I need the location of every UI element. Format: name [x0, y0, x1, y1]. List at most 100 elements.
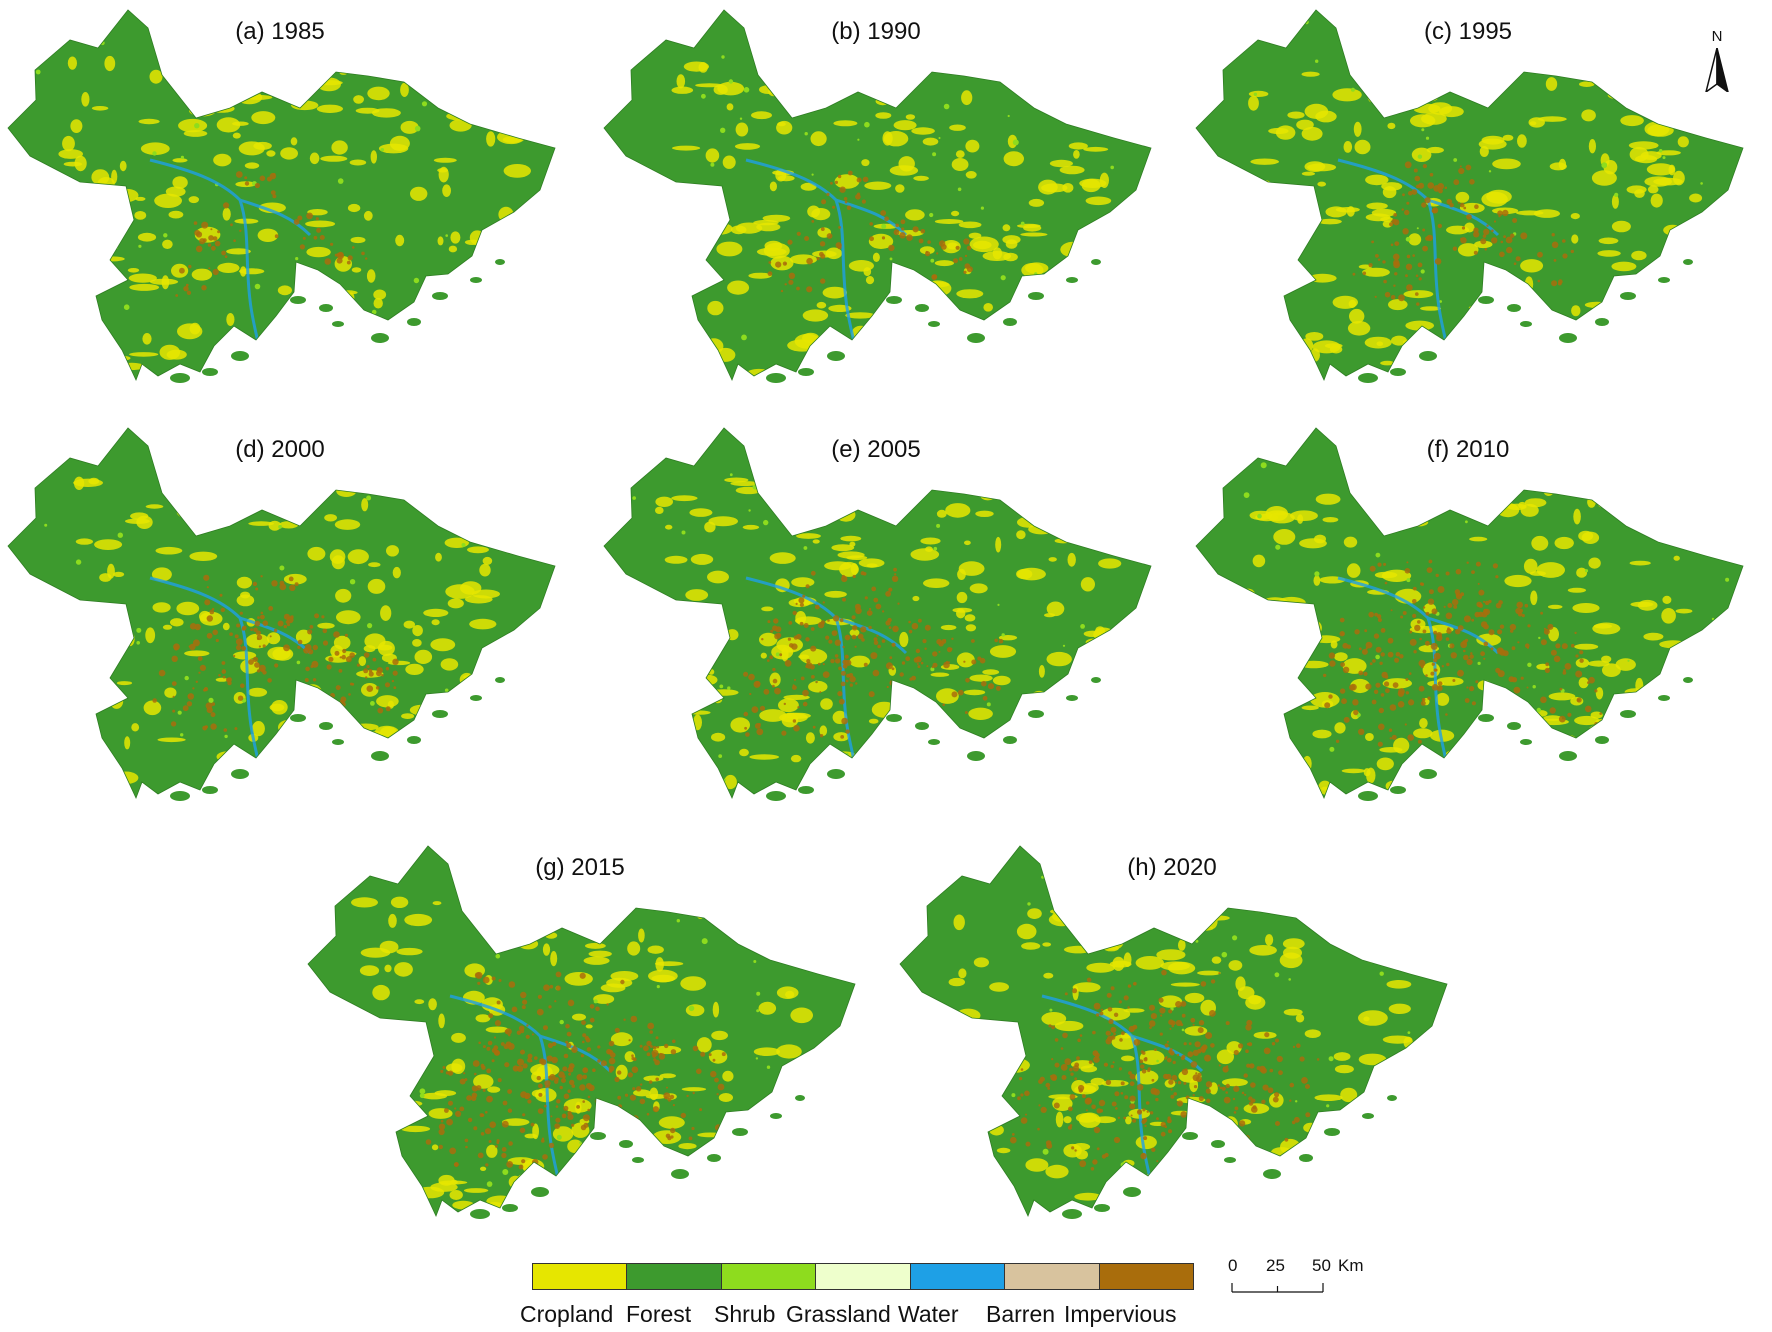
cropland-patch: [508, 1175, 522, 1189]
impervious-patch: [214, 240, 221, 247]
impervious-patch: [1433, 652, 1441, 660]
impervious-patch: [646, 1112, 650, 1116]
shrub-patch: [737, 1116, 741, 1120]
impervious-patch: [1579, 650, 1584, 655]
impervious-patch: [1480, 621, 1488, 628]
shrub-patch: [1548, 477, 1554, 483]
impervious-patch: [1160, 1014, 1163, 1017]
impervious-patch: [1362, 271, 1367, 276]
cropland-patch: [240, 591, 251, 599]
cropland-patch: [473, 114, 500, 123]
impervious-patch: [1512, 218, 1518, 223]
cropland-patch: [583, 956, 610, 965]
cropland-patch: [1659, 640, 1687, 649]
impervious-patch: [266, 176, 272, 182]
cropland-patch: [152, 602, 171, 613]
cropland-patch: [143, 700, 162, 716]
cropland-patch: [1027, 908, 1042, 919]
impervious-patch: [793, 635, 798, 640]
impervious-patch: [639, 1098, 646, 1105]
shrub-patch: [830, 480, 834, 484]
impervious-patch: [271, 580, 278, 587]
shrub-patch: [18, 228, 23, 233]
impervious-patch: [842, 663, 848, 669]
cropland-patch: [1224, 1182, 1241, 1188]
cropland-patch: [996, 1147, 1011, 1154]
cropland-patch: [995, 748, 1016, 755]
impervious-patch: [884, 216, 889, 222]
impervious-patch: [716, 1093, 719, 1096]
cropland-patch: [396, 947, 423, 956]
impervious-patch: [548, 1142, 555, 1149]
cropland-patch: [1573, 479, 1604, 485]
impervious-patch: [526, 1024, 529, 1027]
impervious-patch: [1245, 1024, 1252, 1031]
cropland-patch: [1046, 601, 1065, 617]
impervious-patch: [1500, 240, 1504, 244]
impervious-patch: [1452, 246, 1458, 251]
impervious-patch: [248, 659, 254, 665]
shrub-patch: [1275, 544, 1281, 550]
impervious-patch: [1239, 1134, 1246, 1141]
cropland-patch: [1690, 104, 1721, 113]
cropland-patch: [1547, 604, 1563, 609]
cropland-patch: [271, 700, 288, 715]
region-shape: [900, 846, 1447, 1216]
impervious-patch: [1243, 1073, 1248, 1078]
impervious-patch: [1509, 713, 1512, 716]
impervious-patch: [588, 1084, 595, 1092]
impervious-patch: [258, 645, 261, 648]
cropland-patch: [811, 208, 831, 221]
shrub-patch: [62, 320, 67, 324]
cropland-patch: [896, 359, 907, 366]
cropland-patch: [638, 928, 645, 943]
impervious-patch: [977, 656, 982, 661]
impervious-patch: [664, 1043, 669, 1049]
impervious-patch: [894, 573, 897, 576]
cropland-patch: [414, 767, 440, 774]
shrub-patch: [957, 187, 962, 192]
impervious-patch: [1444, 186, 1448, 190]
shrub-patch: [1725, 577, 1730, 582]
cropland-patch: [858, 484, 874, 494]
impervious-patch: [501, 1120, 509, 1128]
cropland-patch: [1374, 93, 1392, 104]
cropland-patch: [906, 759, 931, 768]
impervious-patch: [1395, 652, 1401, 657]
cropland-patch: [290, 137, 298, 146]
shrub-patch: [117, 532, 124, 538]
shrub-patch: [35, 69, 41, 75]
impervious-patch: [670, 1127, 676, 1134]
impervious-patch: [1463, 649, 1466, 653]
impervious-patch: [1561, 643, 1568, 650]
impervious-patch: [1092, 1159, 1098, 1165]
impervious-patch: [1515, 607, 1522, 615]
impervious-patch: [1562, 671, 1567, 675]
cropland-patch: [1362, 913, 1377, 928]
impervious-patch: [932, 662, 938, 668]
impervious-patch: [1284, 1137, 1289, 1142]
cropland-patch: [91, 169, 110, 186]
shrub-patch: [1465, 520, 1468, 524]
cropland-patch: [1334, 652, 1348, 662]
cropland-patch: [222, 756, 249, 769]
cropland-patch: [1353, 121, 1362, 137]
impervious-patch: [767, 620, 771, 624]
impervious-patch: [211, 702, 216, 706]
impervious-patch: [1564, 663, 1572, 670]
impervious-patch: [563, 1093, 570, 1100]
impervious-patch: [565, 1023, 570, 1029]
cropland-patch: [1577, 790, 1593, 798]
impervious-patch: [1047, 1087, 1051, 1090]
cropland-patch: [1322, 517, 1339, 523]
shrub-patch: [208, 697, 214, 703]
cropland-patch: [317, 622, 335, 629]
cropland-patch: [951, 210, 960, 217]
impervious-patch: [1154, 1048, 1157, 1051]
impervious-patch: [796, 231, 801, 236]
impervious-patch: [335, 685, 341, 691]
impervious-patch: [1069, 1094, 1076, 1100]
island: [1683, 677, 1693, 683]
cropland-patch: [1380, 216, 1393, 222]
impervious-patch: [1051, 1025, 1055, 1030]
